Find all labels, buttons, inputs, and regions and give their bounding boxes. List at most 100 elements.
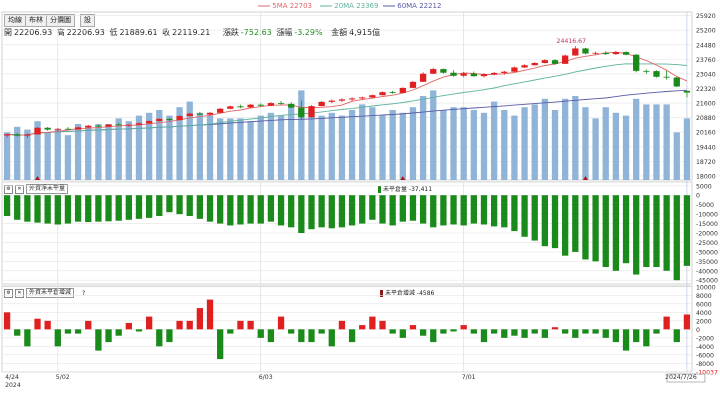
net-oi-bar bbox=[3, 195, 11, 216]
net-oi-bar bbox=[419, 195, 427, 224]
volume-bar bbox=[257, 115, 264, 180]
panel3-indicator-swatch bbox=[380, 290, 383, 297]
candle-body bbox=[24, 134, 31, 136]
net-oi-bar bbox=[257, 195, 264, 224]
net-oi-bar bbox=[196, 195, 204, 219]
volume-bar bbox=[592, 118, 599, 180]
oi-change-bar bbox=[64, 329, 72, 334]
candle-body bbox=[663, 76, 670, 78]
x-tick-label: 6/03 bbox=[259, 374, 273, 381]
high-label: 高 bbox=[56, 28, 65, 37]
oi-change-bar bbox=[369, 316, 376, 330]
candle-body bbox=[643, 70, 650, 72]
oi-change-bar bbox=[622, 329, 630, 351]
candle-body bbox=[206, 112, 214, 115]
oi-change-bar bbox=[44, 320, 51, 330]
ma20-line bbox=[7, 63, 687, 136]
volume-bar bbox=[419, 96, 427, 180]
volume-bar bbox=[440, 110, 447, 180]
net-oi-bar bbox=[24, 195, 31, 222]
candle-body bbox=[318, 101, 325, 107]
candle-body bbox=[115, 124, 122, 126]
oi-change-bar bbox=[288, 329, 295, 334]
panel2-close-icon[interactable]: ✕ bbox=[15, 184, 24, 194]
panel3-indicator-select[interactable]: 外資未平倉增減 bbox=[26, 288, 75, 298]
oi-change-bar bbox=[389, 329, 396, 334]
legend-ma60: 60MA 22212 bbox=[383, 2, 441, 10]
volume-bar bbox=[348, 110, 356, 180]
y-tick-label: -20000 bbox=[696, 231, 718, 238]
volume-bar bbox=[328, 112, 335, 180]
volume-bar bbox=[602, 107, 609, 180]
tab-settings[interactable]: 設 bbox=[80, 14, 95, 27]
panel3-close-icon[interactable]: ✕ bbox=[15, 288, 24, 298]
oi-change-bar bbox=[54, 329, 61, 347]
oi-change-bar bbox=[338, 320, 346, 330]
candle-body bbox=[379, 92, 386, 96]
candle-body bbox=[257, 104, 264, 106]
x-tick-label: 7/01 bbox=[462, 374, 476, 381]
net-oi-bar bbox=[227, 195, 234, 226]
panel3-settings-icon[interactable]: ⚙ bbox=[4, 288, 13, 298]
oi-change-bar bbox=[135, 329, 143, 332]
oi-change-bar bbox=[582, 329, 589, 334]
tab-price-distribution[interactable]: 分價圖 bbox=[46, 14, 75, 27]
volume-bar bbox=[409, 107, 417, 180]
candle-body bbox=[409, 81, 417, 88]
legend-ma20: 20MA 23369 bbox=[320, 2, 378, 10]
volume-bar bbox=[572, 96, 579, 180]
open-label: 開 bbox=[4, 28, 12, 37]
tab-bollinger[interactable]: 布林 bbox=[25, 14, 47, 27]
volume-bar bbox=[196, 112, 204, 180]
volume-bar bbox=[54, 129, 61, 180]
open-interest-change-bars bbox=[3, 299, 691, 360]
legend-ma5-label: 5MA 22703 bbox=[272, 2, 313, 10]
amount-label: 金額 bbox=[331, 28, 348, 37]
volume-bar bbox=[288, 107, 295, 180]
volume-bar bbox=[541, 98, 549, 180]
oi-change-bar bbox=[267, 329, 275, 343]
oi-change-bar bbox=[74, 329, 82, 334]
candle-body bbox=[369, 95, 376, 98]
oi-change-bar bbox=[206, 299, 214, 330]
net-oi-bar bbox=[318, 195, 325, 228]
oi-change-bar bbox=[663, 316, 670, 330]
y-tick-label: -15000 bbox=[696, 221, 718, 228]
candle-body bbox=[34, 127, 41, 135]
oi-change-bar bbox=[277, 316, 285, 330]
volume-bar bbox=[135, 115, 143, 180]
x-tick-label: 4/24 bbox=[5, 374, 19, 381]
volume-bar bbox=[308, 110, 315, 180]
net-oi-bar bbox=[277, 195, 285, 226]
candle-body bbox=[419, 73, 427, 82]
volume-bar bbox=[125, 121, 132, 180]
net-oi-bar bbox=[74, 195, 82, 222]
candle-body bbox=[470, 73, 477, 77]
volume-bar bbox=[206, 115, 214, 180]
y-tick-label: -40000 bbox=[696, 268, 718, 275]
net-oi-bar bbox=[176, 195, 183, 215]
ma5-line bbox=[7, 51, 688, 136]
candle-body bbox=[298, 107, 305, 118]
oi-change-bar bbox=[34, 318, 41, 330]
net-oi-bar bbox=[105, 195, 112, 222]
oi-change-bar bbox=[430, 329, 437, 343]
panel2-indicator-select[interactable]: 外資淨未平量 bbox=[26, 184, 69, 194]
tab-ma[interactable]: 均線 bbox=[4, 14, 26, 27]
oi-change-bar bbox=[318, 329, 325, 334]
panel3-help-icon[interactable]: ? bbox=[81, 289, 86, 297]
candle-body bbox=[44, 127, 51, 130]
panel2-settings-icon[interactable]: ⚙ bbox=[4, 184, 13, 194]
y-tick-label: 23040 bbox=[696, 71, 716, 78]
net-oi-bar bbox=[622, 195, 630, 264]
volume-bar bbox=[318, 115, 325, 180]
volume-bar bbox=[267, 112, 275, 180]
oi-change-bar bbox=[227, 329, 234, 334]
event-marker bbox=[582, 176, 588, 180]
y-tick-label: -5000 bbox=[696, 202, 714, 209]
volume-bar bbox=[612, 112, 620, 180]
volume-bar bbox=[490, 101, 498, 180]
y-tick-label: 0 bbox=[696, 193, 700, 200]
volume-bar bbox=[633, 98, 640, 180]
volume-bar bbox=[683, 118, 691, 180]
